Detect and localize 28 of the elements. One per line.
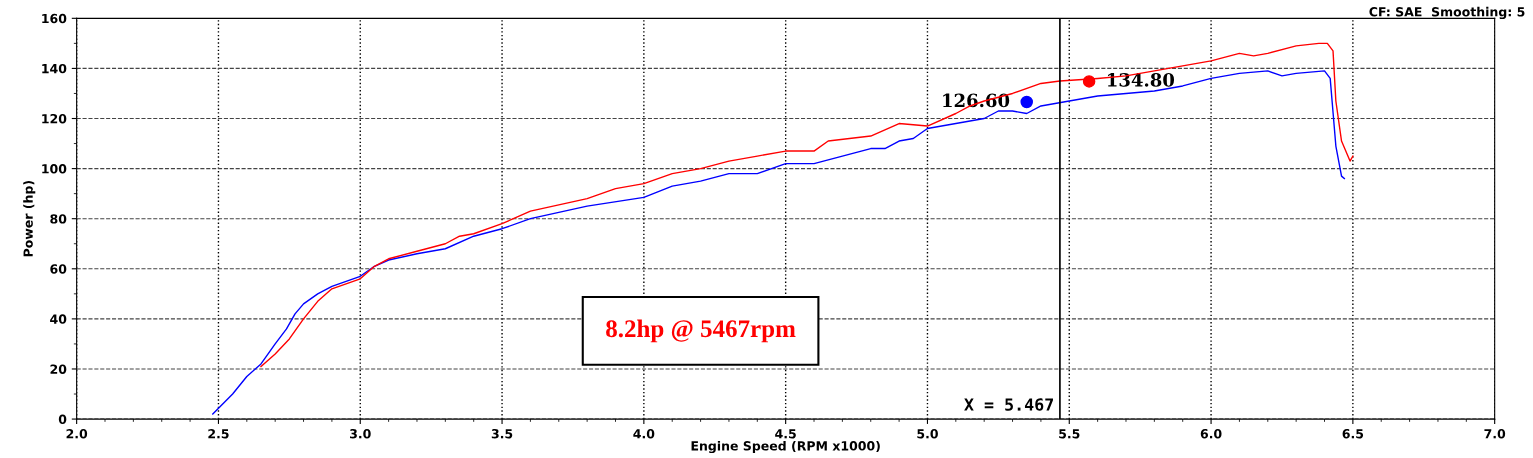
y-tick-label: 60	[50, 264, 67, 274]
y-tick-label: 20	[50, 364, 67, 374]
x-tick-label: 4.5	[775, 429, 796, 439]
ref-line-label: X = 5.467	[964, 398, 1053, 411]
y-tick-label: 40	[50, 314, 67, 324]
annotation: CF: SAE Smoothing: 5	[1369, 6, 1525, 20]
y-tick-label: 140	[42, 63, 67, 74]
annotation: 8.2hp @ 5467rpm	[606, 319, 796, 343]
x-tick-label: 7.0	[1484, 429, 1506, 439]
annotation: 134.80	[1107, 73, 1175, 87]
x-tick-label: 3.5	[491, 429, 513, 439]
y-tick-label: 100	[42, 164, 67, 174]
x-tick-label: 3.0	[350, 429, 371, 439]
y-tick-label: 80	[50, 214, 67, 224]
y-axis-title: Power (hp)	[23, 180, 36, 257]
line-series	[212, 70, 1346, 415]
y-tick-label: 0	[58, 414, 67, 424]
x-tick-label: 5.0	[917, 429, 938, 439]
x-tick-label: 6.5	[1342, 429, 1364, 439]
y-tick-label: 160	[42, 13, 67, 24]
x-tick-label: 4.0	[633, 429, 655, 439]
x-tick-label: 6.0	[1200, 429, 1222, 439]
x-tick-label: 2.0	[66, 429, 88, 439]
line-series	[260, 42, 1354, 368]
x-tick-label: 2.5	[208, 429, 229, 439]
x-axis-title: Engine Speed (RPM x1000)	[691, 440, 880, 454]
x-tick-label: 5.5	[1059, 429, 1080, 439]
y-tick-label: 120	[42, 113, 67, 124]
